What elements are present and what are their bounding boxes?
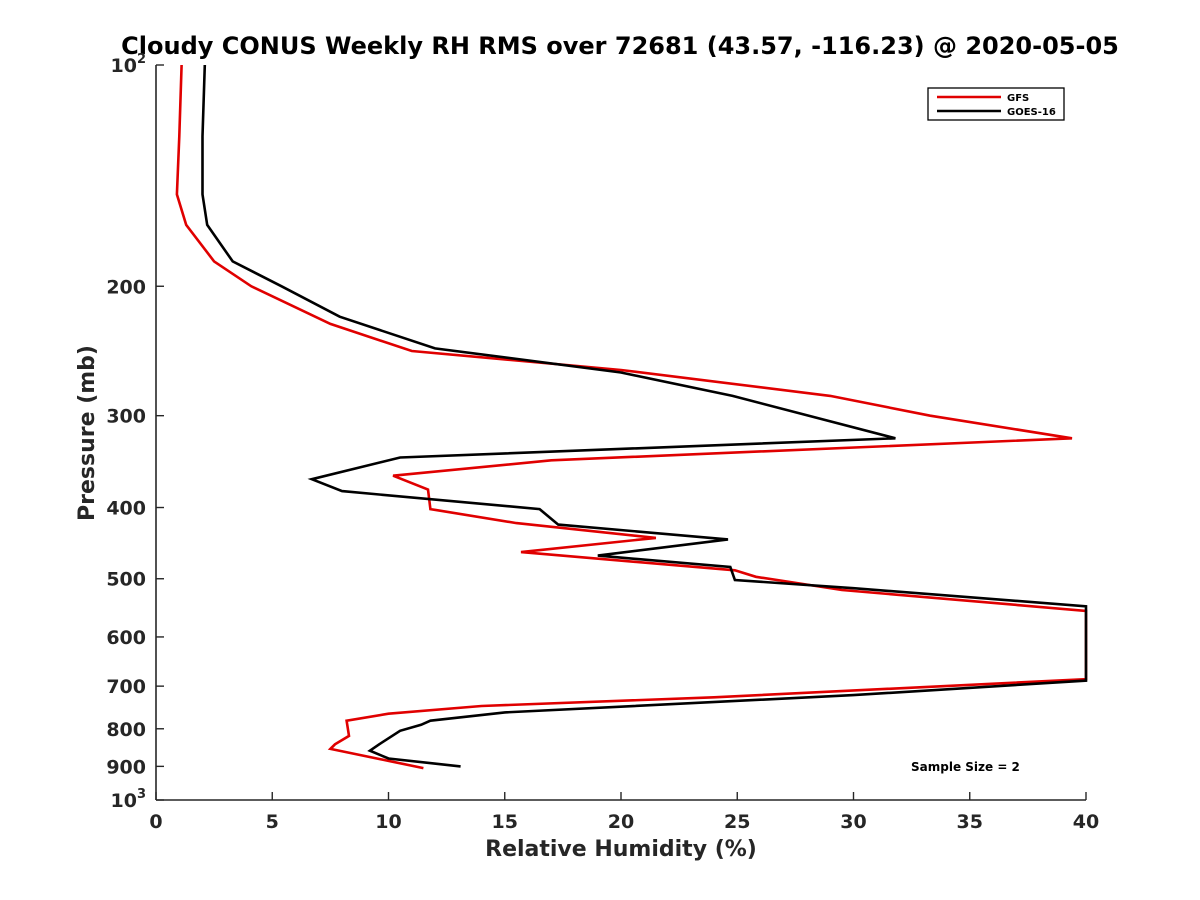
x-tick-label: 10 <box>375 811 401 833</box>
series-layer <box>175 64 1088 770</box>
x-tick-label: 20 <box>608 811 634 833</box>
chart-title: Cloudy CONUS Weekly RH RMS over 72681 (4… <box>121 32 1119 60</box>
x-tick-label: 15 <box>492 811 518 833</box>
y-tick-label: 600 <box>106 627 146 649</box>
legend-box <box>927 87 1065 121</box>
y-tick-label: 700 <box>106 676 146 698</box>
series-line-gfs <box>175 64 1088 770</box>
y-tick-label: 300 <box>106 406 146 428</box>
legend: GFS GOES-16 <box>927 87 1065 121</box>
y-tick-label: 500 <box>106 569 146 591</box>
y-axis-label: Pressure (mb) <box>75 345 100 521</box>
y-tick-label: 400 <box>106 498 146 520</box>
sample-size-annotation: Sample Size = 2 <box>911 760 1020 774</box>
x-tick-label: 5 <box>266 811 279 833</box>
x-tick-label: 35 <box>957 811 983 833</box>
x-ticks: 0 5 10 15 20 25 30 35 40 <box>149 792 1099 833</box>
x-tick-label: 25 <box>724 811 750 833</box>
series-line-goes16 <box>201 64 1088 768</box>
x-tick-label: 30 <box>840 811 866 833</box>
plot-area: 0 5 10 15 20 25 30 35 40 102 200 300 400 500 600 700 80… <box>106 52 1099 833</box>
y-tick-label: 200 <box>106 276 146 298</box>
x-axis-label: Relative Humidity (%) <box>485 837 757 862</box>
legend-label-gfs: GFS <box>1007 93 1029 104</box>
legend-label-goes16: GOES-16 <box>1007 107 1056 118</box>
y-tick-label: 103 <box>111 787 147 812</box>
x-tick-label: 0 <box>149 811 162 833</box>
y-ticks: 102 200 300 400 500 600 700 800 900 103 <box>106 52 164 812</box>
x-tick-label: 40 <box>1073 811 1099 833</box>
y-tick-label: 102 <box>111 52 147 77</box>
y-tick-label: 900 <box>106 756 146 778</box>
y-tick-label: 800 <box>106 719 146 741</box>
